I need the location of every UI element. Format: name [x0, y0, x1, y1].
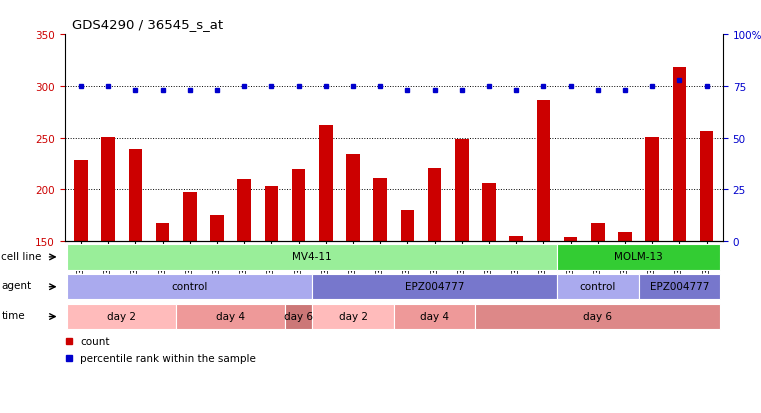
Bar — [285, 304, 312, 330]
Bar — [346, 155, 360, 396]
Bar — [177, 304, 285, 330]
Text: agent: agent — [2, 281, 31, 291]
Bar — [591, 223, 605, 396]
Bar — [210, 216, 224, 396]
Bar — [312, 304, 393, 330]
Bar — [476, 304, 720, 330]
Text: cell line: cell line — [2, 251, 42, 261]
Bar — [68, 304, 177, 330]
Bar — [129, 150, 142, 396]
Bar — [645, 137, 659, 396]
Text: day 4: day 4 — [216, 311, 245, 321]
Text: day 2: day 2 — [107, 311, 136, 321]
Text: day 4: day 4 — [420, 311, 449, 321]
Text: time: time — [2, 311, 25, 320]
Text: MV4-11: MV4-11 — [292, 252, 332, 262]
Text: percentile rank within the sample: percentile rank within the sample — [81, 353, 256, 363]
Bar — [237, 180, 251, 396]
Bar — [557, 244, 720, 270]
Text: day 2: day 2 — [339, 311, 368, 321]
Bar — [291, 169, 305, 396]
Text: EPZ004777: EPZ004777 — [650, 282, 709, 292]
Text: count: count — [81, 336, 110, 346]
Text: GDS4290 / 36545_s_at: GDS4290 / 36545_s_at — [72, 18, 224, 31]
Text: control: control — [172, 282, 208, 292]
Bar — [700, 132, 713, 396]
Bar — [638, 274, 720, 300]
Text: EPZ004777: EPZ004777 — [405, 282, 464, 292]
Bar — [557, 274, 638, 300]
Bar — [537, 101, 550, 396]
Bar — [265, 187, 279, 396]
Bar — [68, 244, 557, 270]
Bar — [68, 274, 312, 300]
Bar — [455, 140, 469, 396]
Bar — [618, 232, 632, 396]
Bar — [312, 274, 557, 300]
Bar — [183, 192, 196, 396]
Bar — [509, 236, 523, 396]
Text: day 6: day 6 — [584, 311, 613, 321]
Bar — [564, 237, 578, 396]
Bar — [400, 211, 414, 396]
Text: MOLM-13: MOLM-13 — [614, 252, 663, 262]
Bar — [374, 178, 387, 396]
Bar — [428, 169, 441, 396]
Bar — [319, 126, 333, 396]
Bar — [75, 161, 88, 396]
Bar — [101, 137, 115, 396]
Bar — [482, 184, 496, 396]
Bar — [393, 304, 476, 330]
Bar — [156, 223, 170, 396]
Bar — [673, 68, 686, 396]
Text: control: control — [580, 282, 616, 292]
Text: day 6: day 6 — [284, 311, 313, 321]
